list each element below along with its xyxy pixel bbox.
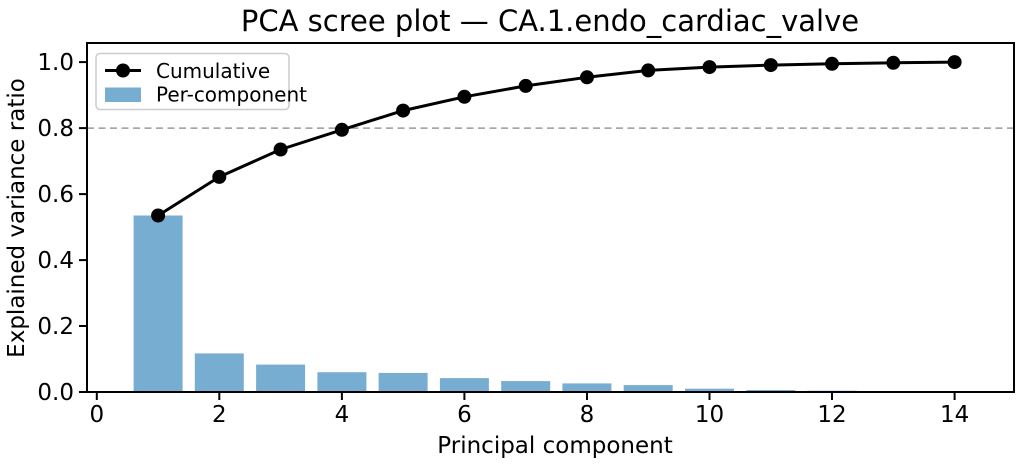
per-component-bar (501, 381, 551, 392)
cumulative-point (641, 63, 656, 78)
cumulative-line-group (151, 55, 962, 223)
legend-cumulative-marker-sample (116, 63, 130, 78)
legend: Cumulative Per-component (95, 52, 307, 111)
x-tick-label: 12 (817, 402, 846, 428)
legend-label-cumulative: Cumulative (156, 59, 270, 83)
per-component-bar (439, 378, 489, 392)
y-tick-label: 0.4 (37, 248, 74, 274)
per-component-bar (133, 215, 183, 392)
x-axis-label: Principal component (437, 433, 672, 459)
per-component-bar (685, 388, 734, 392)
cumulative-point (763, 58, 778, 73)
x-tick-label: 14 (940, 402, 969, 428)
cumulative-point (273, 142, 288, 157)
axes-spines (86, 42, 1015, 393)
cumulative-point (151, 208, 166, 223)
cumulative-point (825, 56, 839, 71)
per-component-bar (378, 372, 428, 392)
y-tick-label: 0.2 (37, 314, 74, 340)
cumulative-point (518, 78, 533, 93)
x-tick-label: 2 (212, 402, 227, 428)
y-tick-label: 0.0 (37, 380, 74, 406)
x-tick-label: 8 (580, 402, 595, 428)
cumulative-point (457, 89, 472, 104)
y-tick-label: 0.8 (37, 116, 74, 142)
cumulative-point (947, 55, 962, 70)
per-component-bar (256, 364, 306, 392)
cumulative-point (580, 70, 594, 85)
per-component-bar (623, 385, 673, 392)
x-tick-label: 10 (695, 402, 724, 428)
cumulative-point (334, 122, 349, 137)
cumulative-point (702, 60, 717, 75)
per-component-bar (562, 383, 612, 392)
cumulative-line (156, 60, 957, 217)
per-component-bars-group (133, 215, 980, 392)
y-axis-label: Explained variance ratio (4, 78, 30, 358)
legend-box (95, 52, 290, 111)
per-component-bar (194, 353, 244, 392)
axis-ticks-group: 0 2 4 6 8 10 12 14 0.0 0.2 0.4 0.6 0.8 1.0 (37, 50, 969, 428)
x-tick-label: 6 (457, 402, 472, 428)
chart-title: PCA scree plot — CA.1.endo_cardiac_valve (241, 4, 859, 38)
cumulative-point (886, 55, 901, 70)
legend-per-component-swatch (105, 87, 141, 102)
x-tick-label: 0 (89, 402, 104, 428)
legend-label-per-component: Per-component (156, 83, 307, 107)
cumulative-point (396, 103, 411, 118)
y-tick-label: 1.0 (37, 50, 74, 76)
x-tick-label: 4 (335, 402, 350, 428)
cumulative-point (212, 169, 227, 184)
y-tick-label: 0.6 (37, 182, 74, 208)
per-component-bar (317, 372, 367, 392)
